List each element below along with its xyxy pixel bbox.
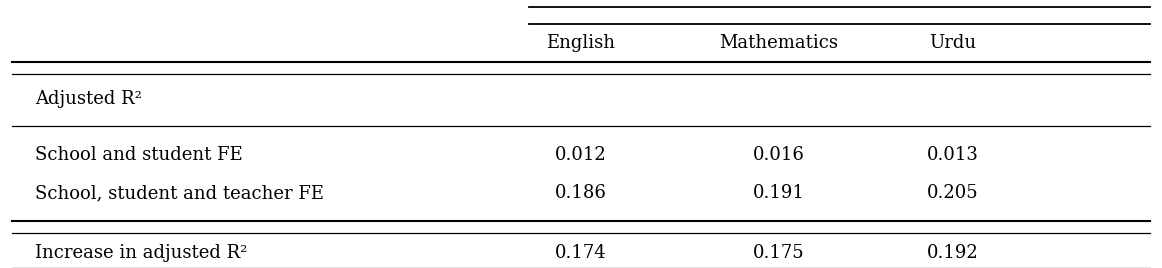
Text: 0.175: 0.175 [753, 244, 804, 262]
Text: English: English [546, 34, 616, 52]
Text: 0.186: 0.186 [555, 184, 607, 202]
Text: 0.174: 0.174 [555, 244, 607, 262]
Text: Adjusted R²: Adjusted R² [35, 90, 142, 108]
Text: 0.013: 0.013 [927, 146, 978, 165]
Text: 0.016: 0.016 [753, 146, 804, 165]
Text: 0.192: 0.192 [927, 244, 978, 262]
Text: Urdu: Urdu [930, 34, 976, 52]
Text: Increase in adjusted R²: Increase in adjusted R² [35, 244, 248, 262]
Text: 0.205: 0.205 [927, 184, 978, 202]
Text: School and student FE: School and student FE [35, 146, 243, 165]
Text: Mathematics: Mathematics [719, 34, 838, 52]
Text: School, student and teacher FE: School, student and teacher FE [35, 184, 324, 202]
Text: 0.012: 0.012 [555, 146, 607, 165]
Text: 0.191: 0.191 [753, 184, 804, 202]
